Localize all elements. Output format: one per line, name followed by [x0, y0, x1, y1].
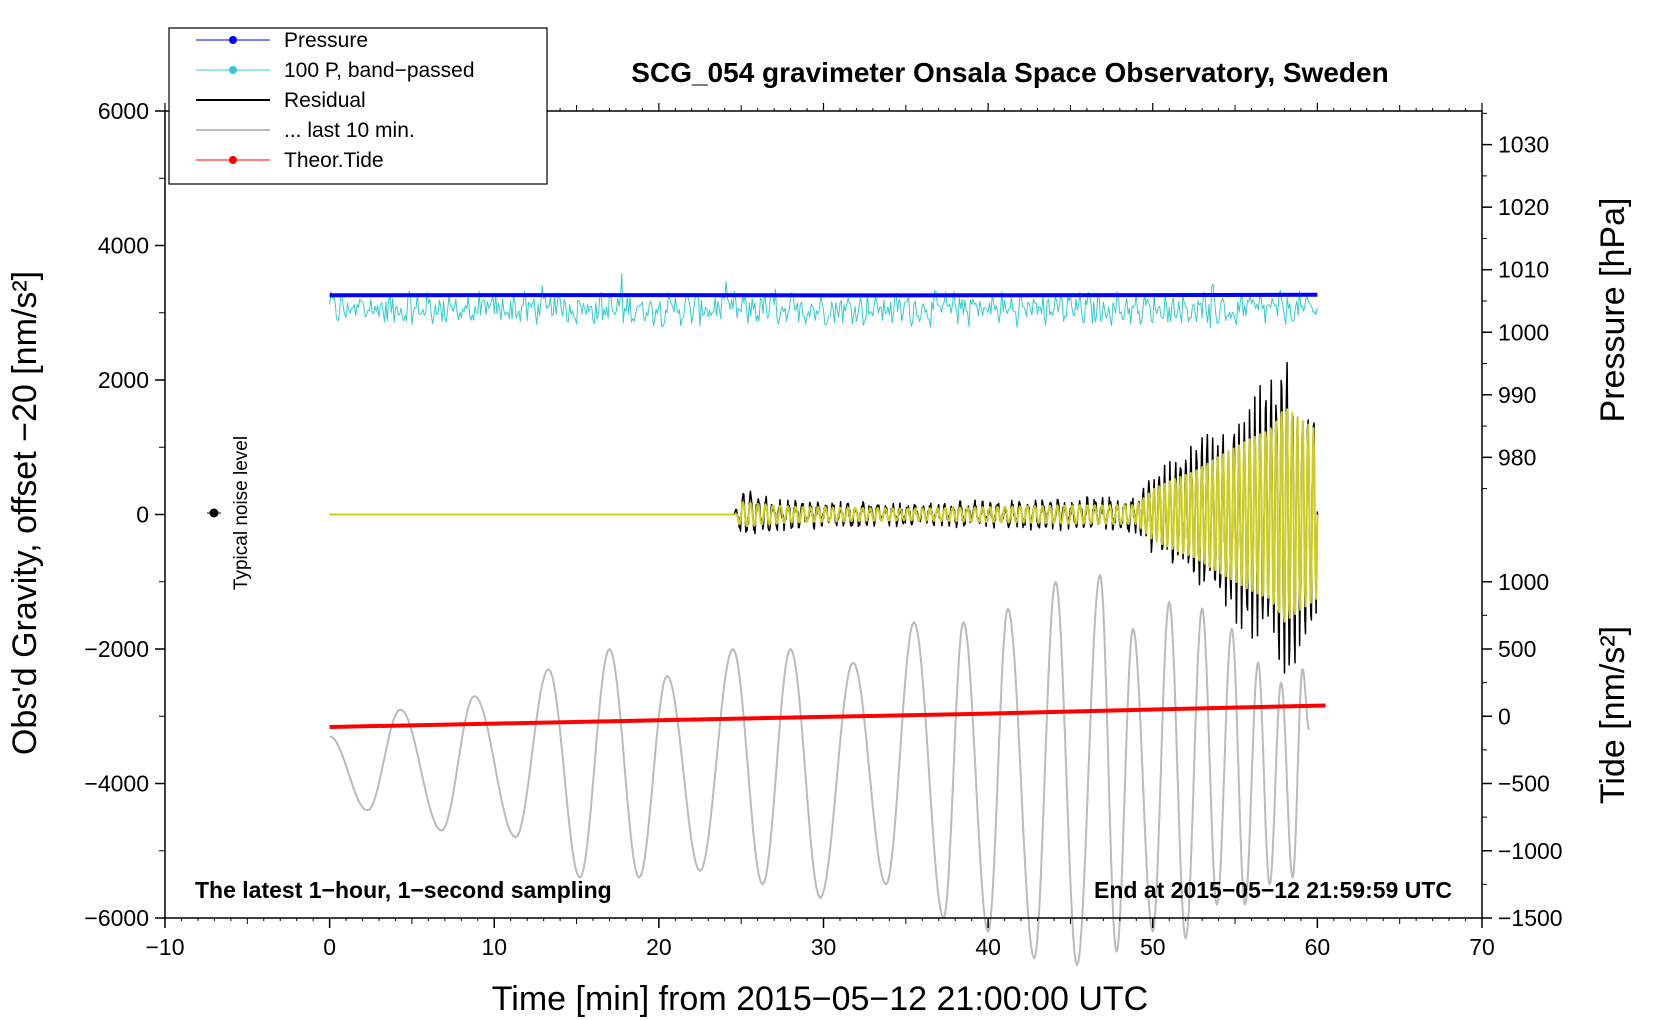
legend-label: Theor.Tide [284, 149, 384, 172]
pressure-axis-title: Pressure [hPa] [1594, 198, 1632, 423]
pressure-line [329, 292, 1318, 298]
tide-tick-label: −1000 [1498, 838, 1563, 864]
tide-axis-title: Tide [nm/s²] [1594, 626, 1632, 804]
x-tick-label: 0 [323, 934, 336, 960]
last-10-min-line [329, 574, 1310, 967]
x-tick-label: 10 [481, 934, 507, 960]
y-axis-title: Obs'd Gravity, offset −20 [nm/s²] [6, 271, 44, 755]
end-time-annotation: End at 2015−05−12 21:59:59 UTC [1094, 877, 1452, 903]
pressure-tick-label: 990 [1498, 382, 1536, 408]
x-axis-title: Time [min] from 2015−05−12 21:00:00 UTC [492, 980, 1148, 1018]
x-tick-label: 30 [811, 934, 837, 960]
x-tick-label: 50 [1140, 934, 1166, 960]
tide-tick-label: 0 [1498, 703, 1511, 729]
x-tick-label: 60 [1305, 934, 1331, 960]
y-tick-label: 4000 [98, 233, 149, 259]
pressure-tick-label: 1000 [1498, 319, 1549, 345]
legend-label: ... last 10 min. [284, 119, 415, 142]
noise-level-dot [209, 508, 219, 518]
x-tick-label: 20 [646, 934, 672, 960]
pressure-tick-label: 1020 [1498, 194, 1549, 220]
tide-tick-label: 1000 [1498, 569, 1549, 595]
legend-marker [229, 36, 237, 44]
series-layer [329, 273, 1326, 967]
noise-level-label: Typical noise level [231, 436, 252, 590]
y-tick-label: 6000 [98, 98, 149, 124]
residual-filtered-line [329, 408, 1319, 623]
bandpassed-line [329, 273, 1318, 328]
y-tick-label: 2000 [98, 367, 149, 393]
tide-tick-label: 500 [1498, 636, 1536, 662]
tide-tick-label: −500 [1498, 771, 1550, 797]
legend-marker [229, 66, 237, 74]
y-tick-label: −4000 [84, 771, 149, 797]
legend-label: 100 P, band−passed [284, 59, 475, 82]
sampling-annotation: The latest 1−hour, 1−second sampling [195, 877, 612, 903]
tide-tick-label: −1500 [1498, 905, 1563, 931]
legend-label: Pressure [284, 29, 368, 52]
x-tick-label: 70 [1469, 934, 1495, 960]
legend-marker [229, 156, 237, 164]
y-tick-label: −2000 [84, 636, 149, 662]
x-tick-label: −10 [145, 934, 184, 960]
theoretical-tide-line [329, 703, 1326, 729]
pressure-tick-label: 1030 [1498, 132, 1549, 158]
y-tick-label: 0 [136, 502, 149, 528]
pressure-tick-label: 980 [1498, 444, 1536, 470]
pressure-tick-label: 1010 [1498, 257, 1549, 283]
x-tick-label: 40 [975, 934, 1001, 960]
legend: Pressure 100 P, band−passed Residual ... la… [168, 27, 548, 185]
axis-layer: −10 0 10 20 30 40 50 60 706000400020000−2000−400… [84, 98, 1562, 960]
y-tick-label: −6000 [84, 905, 149, 931]
legend-label: Residual [284, 89, 366, 112]
noise-level-marker: Typical noise level [207, 436, 252, 590]
chart-title: SCG_054 gravimeter Onsala Space Observat… [631, 57, 1388, 88]
